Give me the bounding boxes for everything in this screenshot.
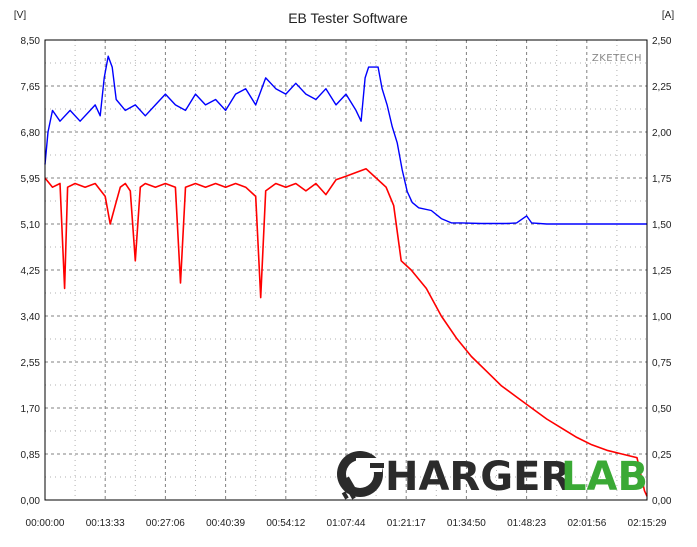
y-left-tick-label: 2,55 xyxy=(21,358,41,369)
y-left-tick-label: 8,50 xyxy=(21,36,41,47)
y-right-tick-label: 0,50 xyxy=(652,404,672,415)
brand-harger-text: HARGER xyxy=(385,454,571,500)
watermark: ZKETECH xyxy=(592,53,642,64)
current-series-line xyxy=(44,168,648,497)
x-tick-label: 01:21:17 xyxy=(387,518,426,529)
y-right-tick-label: 2,00 xyxy=(652,128,672,139)
voltage-series-line xyxy=(44,55,647,225)
y-right-tick-label: 1,00 xyxy=(652,312,672,323)
y-left-tick-label: 6,80 xyxy=(21,128,41,139)
x-tick-label: 00:13:33 xyxy=(86,518,125,529)
y-left-tick-label: 5,10 xyxy=(21,220,41,231)
y-left-tick-label: 0,85 xyxy=(21,450,41,461)
y-right-tick-label: 2,25 xyxy=(652,82,672,93)
y-right-axis: 0,00 0,25 0,50 0,75 1,00 1,25 1,50 1,75 2,00 2,25… xyxy=(652,36,672,507)
y-left-tick-label: 0,00 xyxy=(21,496,41,507)
x-axis: 00:00:00 00:13:33 00:27:06 00:40:39 00:54:12… xyxy=(26,518,667,529)
y-right-tick-label: 1,50 xyxy=(652,220,672,231)
brand-lab-text: LAB xyxy=(561,454,648,500)
y-right-tick-label: 1,25 xyxy=(652,266,672,277)
x-tick-label: 01:34:50 xyxy=(447,518,486,529)
x-tick-label: 00:27:06 xyxy=(146,518,185,529)
y-left-unit: [V] xyxy=(14,10,26,21)
x-tick-label: 00:40:39 xyxy=(206,518,245,529)
y-left-axis: 0,00 0,85 1,70 2,55 3,40 4,25 5,10 5,95 6,80 7,65… xyxy=(21,36,41,507)
x-tick-label: 02:01:56 xyxy=(567,518,606,529)
x-tick-label: 00:00:00 xyxy=(26,518,65,529)
x-tick-label: 01:48:23 xyxy=(507,518,546,529)
y-right-tick-label: 2,50 xyxy=(652,36,672,47)
y-left-tick-label: 4,25 xyxy=(21,266,41,277)
y-right-tick-label: 1,75 xyxy=(652,174,672,185)
y-left-tick-label: 3,40 xyxy=(21,312,41,323)
chart-title: EB Tester Software xyxy=(288,10,408,26)
y-right-tick-label: 0,25 xyxy=(652,450,672,461)
series-layer xyxy=(44,55,648,497)
y-left-tick-label: 5,95 xyxy=(21,174,41,185)
x-tick-label: 01:07:44 xyxy=(327,518,366,529)
y-right-tick-label: 0,75 xyxy=(652,358,672,369)
y-right-unit: [A] xyxy=(662,10,674,21)
y-left-tick-label: 7,65 xyxy=(21,82,41,93)
y-right-tick-label: 0,00 xyxy=(652,496,672,507)
y-left-tick-label: 1,70 xyxy=(21,404,41,415)
plot-frame xyxy=(44,39,648,501)
x-tick-label: 02:15:29 xyxy=(628,518,667,529)
grid xyxy=(45,40,647,500)
plug-icon xyxy=(337,451,384,500)
chargerlab-logo: HARGER LAB xyxy=(337,451,648,500)
x-tick-label: 00:54:12 xyxy=(266,518,305,529)
